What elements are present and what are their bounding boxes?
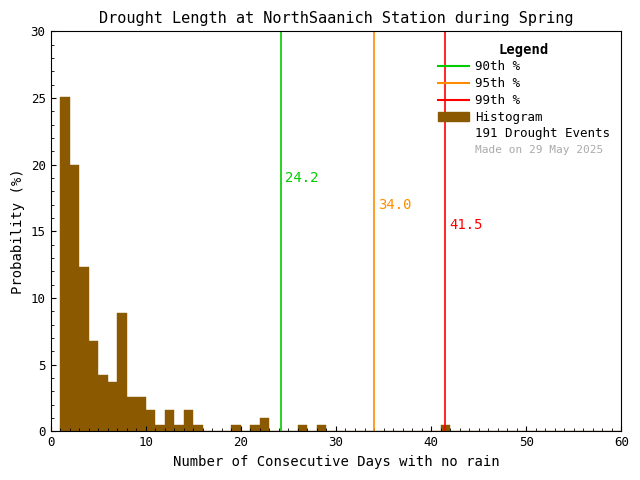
Y-axis label: Probability (%): Probability (%) bbox=[11, 168, 25, 294]
Bar bbox=[298, 425, 307, 432]
Text: 41.5: 41.5 bbox=[449, 218, 483, 232]
Bar bbox=[136, 397, 146, 432]
Bar bbox=[174, 425, 184, 432]
Bar bbox=[231, 425, 241, 432]
Bar bbox=[250, 425, 260, 432]
X-axis label: Number of Consecutive Days with no rain: Number of Consecutive Days with no rain bbox=[173, 455, 499, 469]
Bar bbox=[127, 397, 136, 432]
Bar bbox=[146, 410, 155, 432]
Bar bbox=[184, 410, 193, 432]
Bar bbox=[60, 97, 70, 432]
Legend: 90th %, 95th %, 99th %, Histogram, 191 Drought Events, Made on 29 May 2025: 90th %, 95th %, 99th %, Histogram, 191 D… bbox=[433, 38, 615, 160]
Title: Drought Length at NorthSaanich Station during Spring: Drought Length at NorthSaanich Station d… bbox=[99, 11, 573, 26]
Text: 34.0: 34.0 bbox=[378, 198, 412, 212]
Bar bbox=[88, 341, 98, 432]
Bar bbox=[108, 382, 117, 432]
Bar bbox=[260, 418, 269, 432]
Bar bbox=[317, 425, 326, 432]
Bar bbox=[70, 165, 79, 432]
Bar bbox=[79, 267, 88, 432]
Bar bbox=[117, 313, 127, 432]
Text: 24.2: 24.2 bbox=[285, 171, 318, 185]
Bar bbox=[98, 375, 108, 432]
Bar bbox=[155, 425, 164, 432]
Bar bbox=[164, 410, 174, 432]
Bar bbox=[440, 425, 450, 432]
Bar bbox=[193, 425, 203, 432]
